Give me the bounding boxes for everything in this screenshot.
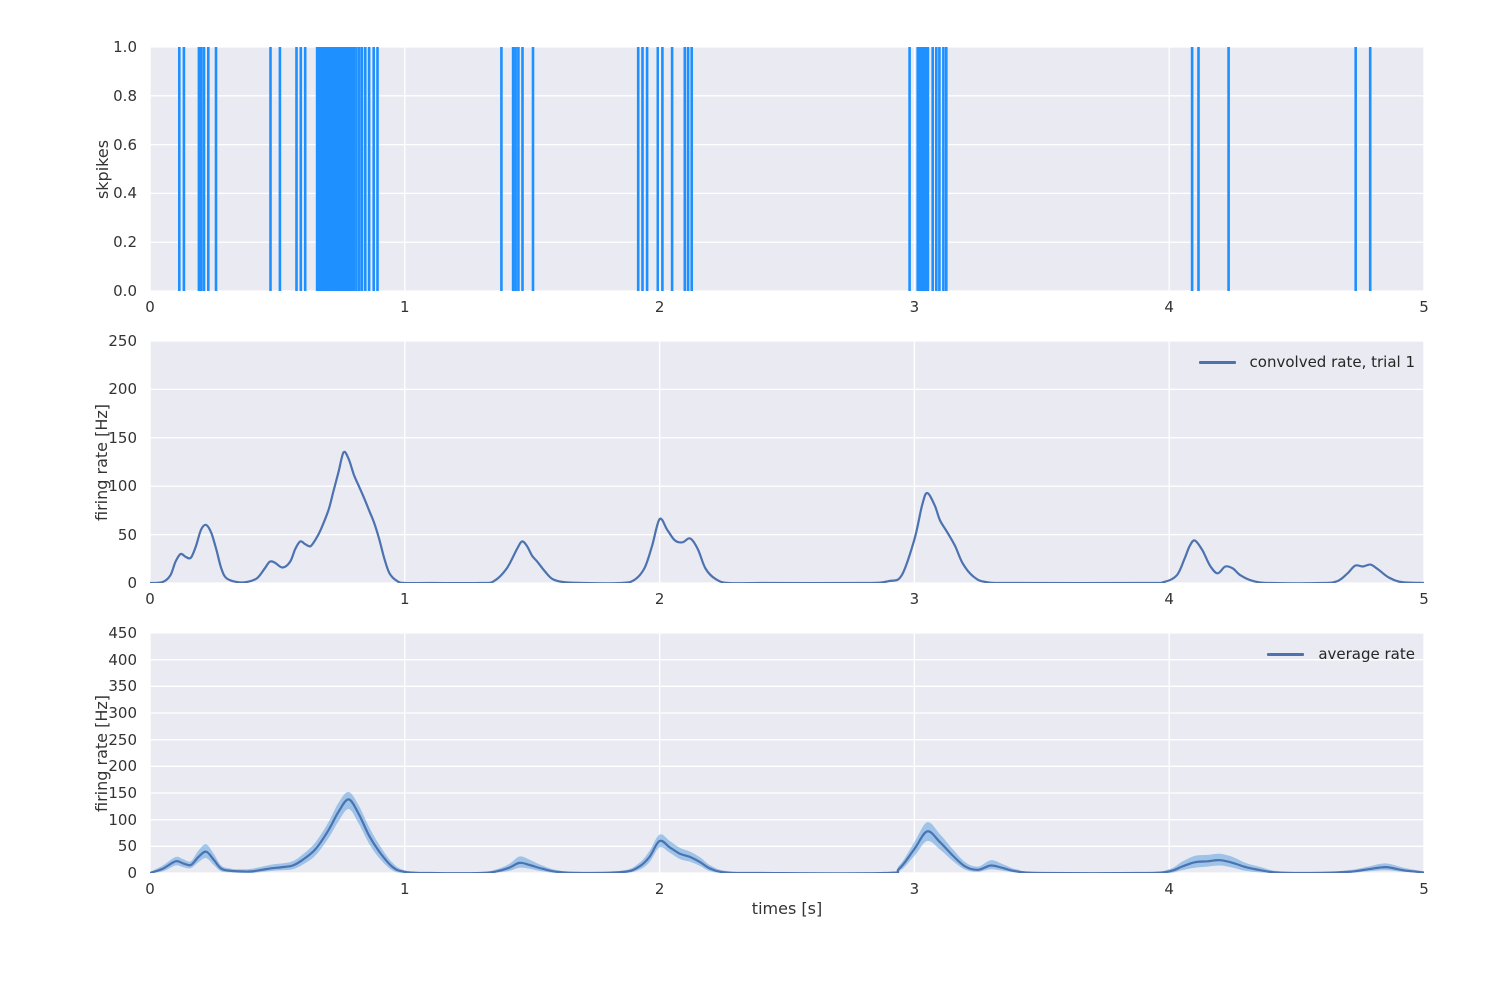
average-y-tick-label: 250 bbox=[108, 730, 137, 749]
convolved-x-tick-label: 5 bbox=[1419, 590, 1429, 608]
legend-label-convolved: convolved rate, trial 1 bbox=[1249, 353, 1415, 371]
mean-rate-line bbox=[150, 798, 1424, 873]
legend-average: average rate bbox=[1267, 645, 1415, 663]
average-y-tick-label: 350 bbox=[108, 677, 137, 696]
raster-x-tick-label: 3 bbox=[909, 298, 920, 316]
raster-y-tick-label: 0.8 bbox=[113, 86, 137, 105]
average-axes bbox=[150, 633, 1424, 873]
average-y-tick-label: 450 bbox=[108, 624, 137, 642]
average-plot-svg bbox=[150, 633, 1424, 873]
convolved-ylabel: firing rate [Hz] bbox=[91, 403, 111, 521]
convolved-y-tick-label: 50 bbox=[117, 525, 137, 544]
raster-x-tick-label: 2 bbox=[654, 298, 665, 316]
convolved-y-tick-label: 150 bbox=[108, 428, 137, 447]
convolved-x-tick-label: 2 bbox=[654, 590, 665, 608]
convolved-y-tick-label: 100 bbox=[108, 477, 137, 496]
raster-y-tick-label: 0.2 bbox=[113, 233, 137, 252]
raster-axes bbox=[150, 47, 1424, 291]
convolved-axes bbox=[150, 341, 1424, 583]
convolved-x-tick-label: 4 bbox=[1164, 590, 1174, 608]
average-x-tick-label: 0 bbox=[145, 880, 155, 898]
spike-lines bbox=[177, 47, 1372, 291]
convolved-plot-svg bbox=[150, 341, 1424, 583]
average-y-tick-label: 300 bbox=[108, 704, 137, 722]
average-y-tick-label: 100 bbox=[108, 810, 137, 829]
average-y-tick-label: 400 bbox=[108, 650, 137, 669]
average-y-tick-label: 150 bbox=[108, 784, 137, 802]
average-x-tick-label: 1 bbox=[400, 880, 410, 898]
convolved-x-tick-label: 0 bbox=[145, 590, 155, 608]
rate-line bbox=[150, 450, 1424, 583]
legend-convolved: convolved rate, trial 1 bbox=[1198, 353, 1415, 371]
convolved-y-tick-label: 200 bbox=[108, 380, 137, 399]
average-x-tick-label: 5 bbox=[1419, 880, 1429, 898]
raster-plot-svg bbox=[150, 47, 1424, 291]
x-axis-label: times [s] bbox=[751, 899, 823, 918]
raster-x-tick-label: 5 bbox=[1419, 298, 1429, 316]
convolved-y-tick-label: 0 bbox=[127, 574, 137, 592]
gridlines bbox=[150, 341, 1424, 583]
convolved-y-tick-label: 250 bbox=[108, 332, 137, 350]
convolved-x-tick-label: 1 bbox=[400, 590, 410, 608]
legend-line-sample-average bbox=[1267, 652, 1305, 656]
raster-y-tick-label: 0.4 bbox=[113, 184, 137, 203]
average-y-tick-label: 50 bbox=[117, 837, 137, 856]
average-x-tick-label: 3 bbox=[909, 880, 920, 898]
raster-y-tick-label: 0.6 bbox=[113, 135, 137, 154]
legend-line-sample-convolved bbox=[1198, 360, 1236, 364]
convolved-x-tick-label: 3 bbox=[909, 590, 920, 608]
average-y-tick-label: 0 bbox=[127, 864, 137, 882]
raster-ylabel: skpikes bbox=[93, 139, 113, 199]
average-x-tick-label: 2 bbox=[654, 880, 665, 898]
raster-y-tick-label: 0.0 bbox=[113, 282, 137, 300]
confidence-band bbox=[150, 791, 1424, 873]
raster-x-tick-label: 0 bbox=[145, 298, 155, 316]
average-x-tick-label: 4 bbox=[1164, 880, 1174, 898]
raster-y-tick-label: 1.0 bbox=[113, 38, 137, 56]
gridlines bbox=[150, 633, 1424, 873]
legend-label-average: average rate bbox=[1318, 645, 1415, 663]
raster-x-tick-label: 4 bbox=[1164, 298, 1174, 316]
average-y-tick-label: 200 bbox=[108, 757, 137, 776]
raster-x-tick-label: 1 bbox=[400, 298, 410, 316]
